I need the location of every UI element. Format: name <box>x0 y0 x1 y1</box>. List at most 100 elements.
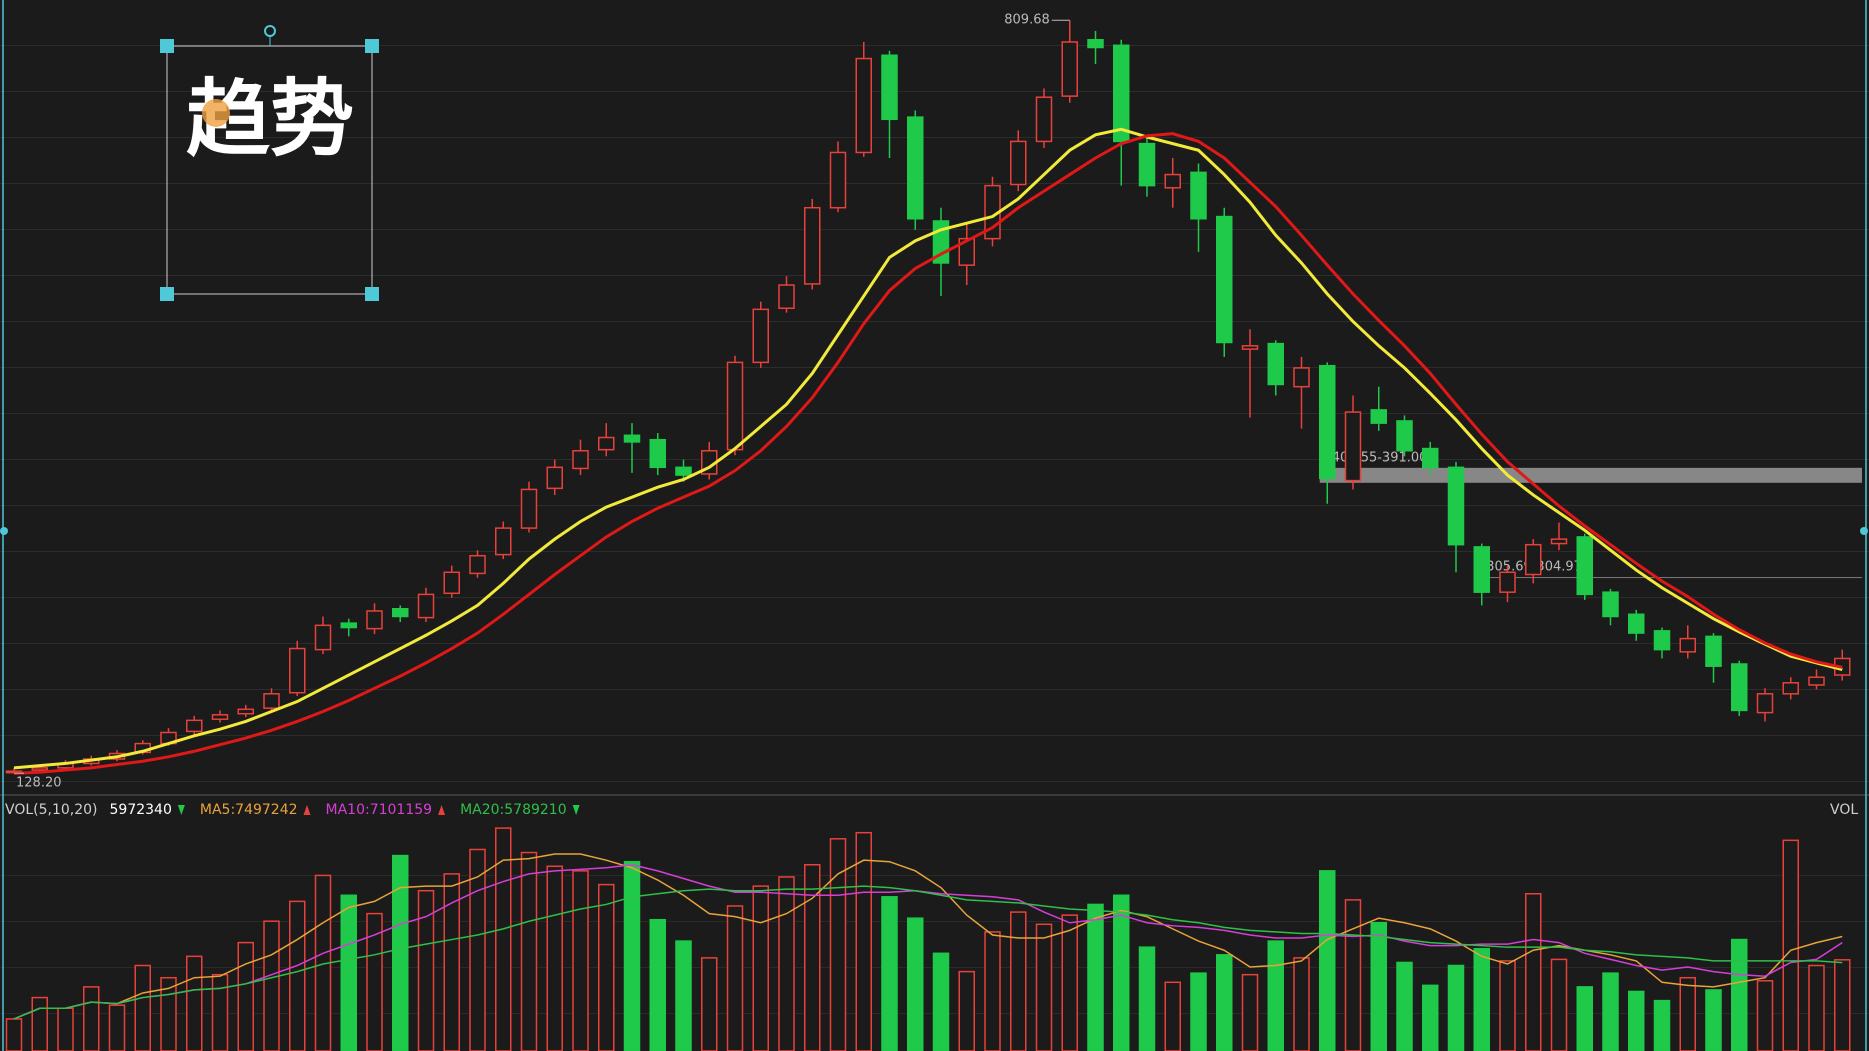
candle-body <box>752 308 769 364</box>
cursor-dot <box>202 99 230 127</box>
candle-body <box>1422 447 1439 469</box>
candle-body <box>907 116 924 220</box>
candle-body <box>649 438 666 469</box>
volume-bar <box>237 941 254 1051</box>
volume-bar <box>1525 893 1542 1051</box>
candle-body <box>829 151 847 209</box>
candle-body <box>1319 364 1336 480</box>
candle-body <box>1525 543 1542 576</box>
panel-label: VOL <box>1830 802 1858 818</box>
volume-average <box>13 863 1843 1020</box>
volume-bar <box>1473 947 1490 1051</box>
candle-body <box>1447 466 1465 546</box>
volume-bar <box>1293 957 1310 1051</box>
candle-body <box>1267 342 1284 386</box>
marks: 404.55-391.00305.69-304.97809.68128.20VO… <box>5 13 1862 1051</box>
rotate-handle[interactable] <box>264 25 276 37</box>
candle-body <box>804 206 821 285</box>
volume-bar <box>1267 940 1284 1051</box>
candle-body <box>1628 613 1645 634</box>
volume-bar <box>572 870 589 1051</box>
volume-bar <box>1705 989 1722 1051</box>
volume-bar <box>392 854 409 1051</box>
candle-body <box>1061 41 1078 97</box>
volume-bar <box>263 920 280 1051</box>
volume-bar <box>1731 938 1748 1051</box>
volume-bar <box>1035 923 1053 1051</box>
candle-body <box>186 719 203 733</box>
edge-handle <box>0 527 8 535</box>
candle-body <box>1293 367 1310 388</box>
candle-body <box>340 622 357 629</box>
candle-body <box>572 450 589 470</box>
candle-body <box>443 571 460 595</box>
annotation-label: 809.68 <box>1004 13 1050 28</box>
volume-bar <box>1756 980 1774 1051</box>
resize-handle[interactable] <box>365 39 379 53</box>
text-box[interactable]: 趋势 <box>160 25 379 301</box>
volume-bar <box>1834 959 1851 1051</box>
price-zone <box>1474 577 1862 579</box>
trend-arrow <box>303 805 311 815</box>
candle-body <box>1087 39 1104 49</box>
volume-bar <box>778 876 795 1051</box>
resize-handle[interactable] <box>365 287 379 301</box>
candle-body <box>778 284 795 309</box>
volume-bar <box>520 851 538 1051</box>
volume-bar <box>1010 911 1027 1051</box>
volume-bar <box>1499 960 1516 1051</box>
candle-body <box>1113 44 1130 143</box>
resize-handle[interactable] <box>160 39 174 53</box>
candle-body <box>289 647 306 694</box>
volume-bar <box>289 900 306 1051</box>
volume-bar <box>546 865 563 1051</box>
volume-bar <box>495 827 512 1051</box>
candle-body <box>1808 676 1825 686</box>
volume-bar <box>1370 922 1387 1051</box>
candle-body <box>675 466 692 476</box>
candle-body <box>314 624 332 651</box>
volume-bar <box>57 1007 74 1051</box>
candle-body <box>237 708 254 715</box>
candle-body <box>598 436 615 451</box>
candle-body <box>1216 215 1233 344</box>
volume-bar <box>469 848 486 1051</box>
volume-bar <box>855 831 872 1051</box>
volume-bar <box>1447 964 1465 1051</box>
volume-bar <box>5 1018 23 1051</box>
volume-bar <box>1782 839 1799 1051</box>
candle-body <box>1653 630 1671 651</box>
candle-body <box>263 693 280 709</box>
volume-bar <box>1087 903 1104 1051</box>
volume-bar <box>881 896 898 1051</box>
volume-bar <box>675 940 692 1051</box>
candle-body <box>1756 693 1774 714</box>
volume-bar <box>1190 972 1207 1051</box>
volume-bar <box>31 996 48 1051</box>
candle-body <box>855 57 872 154</box>
volume-bar <box>83 986 100 1051</box>
volume-bar <box>932 952 950 1051</box>
volume-bar <box>1396 961 1413 1051</box>
candle-body <box>392 608 409 618</box>
resize-handle[interactable] <box>160 287 174 301</box>
volume-bar <box>1319 870 1336 1051</box>
volume-bar <box>108 1004 126 1051</box>
volume-bar <box>186 955 203 1051</box>
volume-bar <box>1061 914 1078 1051</box>
candle-body <box>1679 637 1696 653</box>
candle-body <box>469 554 486 575</box>
candle-body <box>1190 171 1207 220</box>
volume-bar <box>1344 899 1362 1051</box>
volume-bar <box>417 889 435 1051</box>
candle-body <box>1731 663 1748 712</box>
candle-body <box>881 54 898 121</box>
volume-bar <box>1602 972 1619 1051</box>
candle-body <box>1370 409 1387 424</box>
candle-body <box>1705 635 1722 667</box>
volume-bar <box>907 917 924 1051</box>
volume-bar <box>1550 958 1568 1051</box>
volume-bar <box>134 964 151 1051</box>
candle-body <box>1164 173 1181 189</box>
